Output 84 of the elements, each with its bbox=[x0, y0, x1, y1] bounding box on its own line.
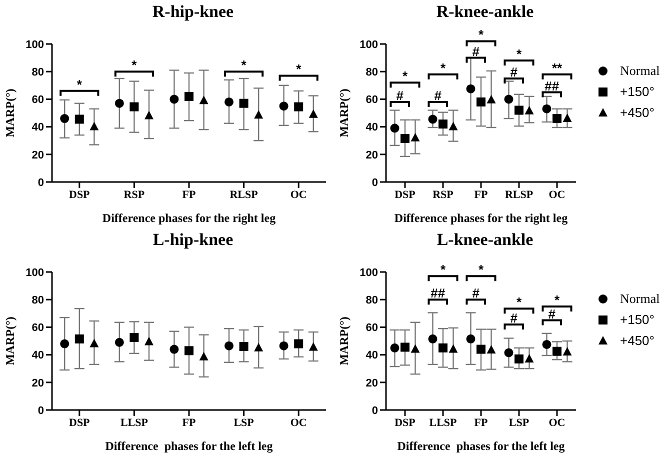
x-tick-label: FP bbox=[182, 416, 196, 429]
x-axis-title: Difference phases for the right leg bbox=[394, 211, 568, 225]
y-tick-label: 100 bbox=[26, 38, 44, 51]
x-tick-label: DSP bbox=[69, 188, 90, 201]
annotation: # bbox=[472, 44, 480, 59]
annotation: * bbox=[516, 46, 522, 62]
annotation: * bbox=[402, 68, 408, 84]
chart-title: R-hip-knee bbox=[151, 2, 235, 22]
annotation: * bbox=[296, 62, 302, 77]
y-axis-title: MARP(°) bbox=[3, 88, 17, 138]
y-tick-label: 0 bbox=[372, 404, 378, 417]
annotation: * bbox=[440, 262, 446, 278]
y-tick-label: 60 bbox=[32, 322, 44, 334]
x-tick-label: OC bbox=[290, 416, 307, 429]
y-tick-label: 40 bbox=[32, 122, 44, 134]
x-tick-label: OC bbox=[548, 188, 566, 201]
x-tick-label: LSP bbox=[234, 416, 254, 429]
chart-title: L-knee-ankle bbox=[436, 230, 534, 250]
y-tick-label: 80 bbox=[32, 66, 44, 79]
annotation: * bbox=[516, 294, 522, 310]
annotation: # bbox=[472, 286, 480, 301]
y-axis-title: MARP(°) bbox=[337, 88, 351, 138]
y-tick-label: 80 bbox=[366, 294, 378, 307]
y-tick-label: 40 bbox=[366, 122, 378, 134]
annotation: # bbox=[510, 310, 518, 326]
annotation: ** bbox=[552, 60, 563, 76]
y-tick-label: 100 bbox=[360, 38, 378, 51]
x-tick-label: FP bbox=[474, 188, 488, 201]
y-tick-label: 20 bbox=[366, 377, 378, 390]
x-tick-label: LLSP bbox=[120, 416, 148, 429]
y-tick-label: 40 bbox=[366, 350, 378, 362]
chart-title: L-hip-knee bbox=[152, 230, 234, 250]
annotation: # bbox=[434, 88, 442, 103]
y-tick-label: 60 bbox=[366, 94, 378, 106]
y-tick-label: 80 bbox=[32, 294, 44, 307]
y-tick-label: 100 bbox=[360, 266, 378, 279]
x-tick-label: DSP bbox=[394, 188, 416, 201]
x-tick-label: LSP bbox=[508, 416, 530, 429]
y-tick-label: 80 bbox=[366, 66, 378, 79]
x-tick-label: RSP bbox=[124, 188, 145, 201]
y-axis-title: MARP(°) bbox=[3, 316, 17, 366]
x-tick-label: RSP bbox=[432, 188, 454, 201]
x-tick-label: DSP bbox=[69, 416, 90, 429]
x-tick-label: LLSP bbox=[429, 416, 458, 429]
legend-label: +150° bbox=[620, 312, 654, 327]
x-tick-label: FP bbox=[182, 188, 196, 201]
text: * bbox=[478, 27, 484, 42]
y-tick-label: 0 bbox=[38, 404, 44, 417]
annotation: * bbox=[241, 58, 248, 73]
y-axis-title: MARP(°) bbox=[337, 316, 351, 366]
annotation: # bbox=[396, 88, 404, 103]
chart-title: R-knee-ankle bbox=[435, 2, 535, 22]
y-tick-label: 60 bbox=[32, 94, 44, 106]
annotation: ## bbox=[430, 286, 446, 301]
y-tick-label: 0 bbox=[38, 176, 44, 189]
y-tick-label: 20 bbox=[32, 149, 44, 162]
y-tick-label: 60 bbox=[366, 322, 378, 334]
legend-label: Normal bbox=[620, 62, 660, 78]
annotation: * bbox=[554, 292, 560, 308]
x-tick-label: DSP bbox=[394, 416, 416, 429]
annotation: # bbox=[548, 306, 556, 322]
legend-label: +450° bbox=[620, 333, 654, 348]
x-tick-label: OC bbox=[548, 416, 566, 429]
x-tick-label: FP bbox=[474, 416, 488, 429]
x-tick-label: RLSP bbox=[230, 188, 258, 201]
x-axis-title: Difference phases for the left leg bbox=[105, 439, 273, 453]
annotation: * bbox=[76, 76, 83, 92]
annotation: * bbox=[132, 58, 138, 73]
x-axis-title: Difference phases for the right leg bbox=[102, 211, 276, 225]
legend-label: Normal bbox=[620, 290, 660, 306]
x-tick-label: RLSP bbox=[504, 188, 534, 201]
y-tick-label: 20 bbox=[32, 377, 44, 390]
x-tick-label: OC bbox=[290, 188, 307, 201]
y-tick-label: 20 bbox=[366, 149, 378, 162]
annotation: * bbox=[440, 60, 446, 76]
x-axis-title: Difference phases for the left leg bbox=[397, 439, 565, 453]
annotation: # bbox=[510, 64, 518, 80]
legend-label: +150° bbox=[620, 84, 654, 99]
y-tick-label: 0 bbox=[372, 176, 378, 189]
legend-label: +450° bbox=[620, 105, 654, 120]
y-tick-label: 40 bbox=[32, 350, 44, 362]
annotation: * bbox=[478, 262, 484, 278]
annotation: ## bbox=[544, 78, 560, 94]
y-tick-label: 100 bbox=[26, 266, 44, 279]
